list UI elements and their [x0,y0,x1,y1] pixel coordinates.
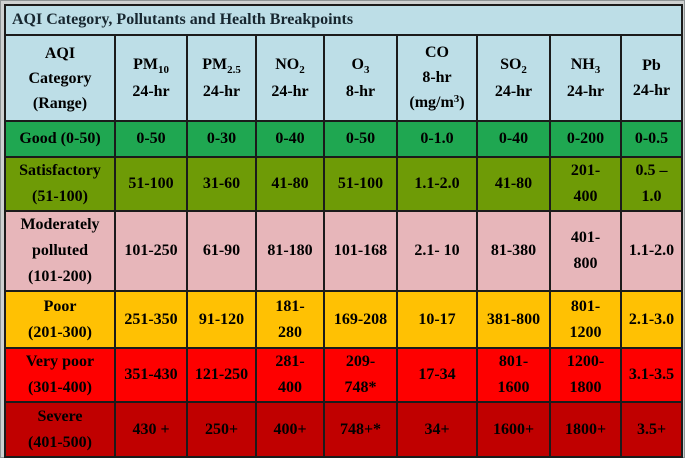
breakpoint-cell: 101-250 [114,210,188,292]
column-header-so2: SO2 24-hr [476,34,551,122]
pollutant-subscript: 3 [363,64,370,76]
row-category-cell: Moderately polluted (101-200) [4,210,116,292]
pollutant-symbol: NH [570,56,595,73]
row-category-cell: Poor (201-300) [4,290,116,349]
pollutant-symbol: NO [275,56,300,73]
table-row: Good (0-50) 0-50 0-30 0-40 0-50 0-1.0 0-40 0-20… [4,120,683,158]
pollutant-averaging-period: 24-hr [271,83,309,100]
breakpoint-cell: 0-200 [549,120,622,158]
breakpoint-cell: 1.1-2.0 [620,210,683,292]
breakpoint-cell: 0-50 [323,120,398,158]
breakpoint-cell: 101-168 [323,210,398,292]
column-header-aqi-category: AQI Category (Range) [4,34,116,122]
breakpoint-cell: 201- 400 [549,156,622,212]
breakpoint-cell: 1.1-2.0 [396,156,478,212]
pollutant-subscript: 2 [521,64,527,76]
breakpoint-cell: 401- 800 [549,210,622,292]
pollutant-symbol: O [351,56,364,73]
breakpoint-cell: 0-30 [186,120,257,158]
breakpoint-cell: 281- 400 [255,347,325,403]
pollutant-subscript: 2 [299,64,305,76]
breakpoint-cell: 3.1-3.5 [620,347,683,403]
breakpoint-cell: 1600+ [476,401,551,458]
column-header-no2: NO2 24-hr [255,34,325,122]
table-row: Moderately polluted (101-200) 101-250 61-9… [4,210,683,292]
table-row: Very poor (301-400) 351-430 121-250 281- 40… [4,347,683,403]
column-header-pm25: PM2.5 24-hr [186,34,257,122]
pollutant-subscript: 2.5 [227,64,241,76]
breakpoint-cell: 0-40 [476,120,551,158]
pollutant-subscript: 3 [594,64,601,76]
breakpoint-cell: 81-180 [255,210,325,292]
breakpoint-cell: 250+ [186,401,257,458]
breakpoint-cell: 91-120 [186,290,257,349]
breakpoint-cell: 121-250 [186,347,257,403]
breakpoint-cell: 1200- 1800 [549,347,622,403]
pollutant-averaging-period: 24-hr [566,83,605,100]
breakpoint-cell: 209- 748* [323,347,398,403]
pollutant-averaging-period: 24-hr [132,83,170,100]
breakpoint-cell: 51-100 [114,156,188,212]
column-header-co: CO 8-hr (mg/m3) [396,34,478,122]
breakpoint-cell: 251-350 [114,290,188,349]
pollutant-symbol: CO [425,43,449,61]
breakpoint-cell: 381-800 [476,290,551,349]
breakpoint-cell: 351-430 [114,347,188,403]
breakpoint-cell: 0-0.5 [620,120,683,158]
pollutant-averaging-period: 8-hr [422,68,452,86]
table-title-row: AQI Category, Pollutants and Health Brea… [4,4,683,36]
aqi-breakpoints-table: AQI Category, Pollutants and Health Brea… [4,4,683,458]
pollutant-averaging-period: 8-hr [345,83,376,100]
breakpoint-cell: 81-380 [476,210,551,292]
column-header-pb: Pb 24-hr [620,34,683,122]
table-row: Severe (401-500) 430 +250+ 400+ 748+* 34+ 160… [4,401,683,458]
breakpoint-cell: 3.5+ [620,401,683,458]
breakpoint-cell: 801- 1200 [549,290,622,349]
breakpoint-cell: 2.1- 10 [396,210,478,292]
breakpoint-cell: 31-60 [186,156,257,212]
row-category-cell: Good (0-50) [4,120,116,158]
pollutant-symbol: SO [500,56,522,73]
breakpoint-cell: 0-40 [255,120,325,158]
breakpoint-cell: 0.5 – 1.0 [620,156,683,212]
table-header-row: AQI Category (Range) PM10 24-hr PM2.5 24-hr… [4,34,683,122]
breakpoint-cell: 51-100 [323,156,398,212]
breakpoint-cell: 2.1-3.0 [620,290,683,349]
column-header-pm10: PM10 24-hr [114,34,188,122]
breakpoint-cell: 34+ [396,401,478,458]
breakpoint-cell: 169-208 [323,290,398,349]
breakpoint-cell: 41-80 [476,156,551,212]
pollutant-averaging-period: 24-hr [202,83,241,100]
breakpoint-cell: 748+* [323,401,398,458]
breakpoint-cell: 181- 280 [255,290,325,349]
breakpoint-cell: 61-90 [186,210,257,292]
pollutant-symbol: Pb [642,57,661,74]
pollutant-subscript: 10 [157,64,169,76]
pollutant-averaging-period: 24-hr [632,82,671,99]
row-category-cell: Very poor (301-400) [4,347,116,403]
breakpoint-cell: 0-1.0 [396,120,478,158]
table-row: Poor (201-300) 251-350 91-120 181- 280 169-2… [4,290,683,349]
breakpoint-cell: 0-50 [114,120,188,158]
row-category-cell: Satisfactory (51-100) [4,156,116,212]
pollutant-unit: (mg/m3) [409,92,465,111]
row-category-cell: Severe (401-500) [4,401,116,458]
column-header-o3: O3 8-hr [323,34,398,122]
column-header-nh3: NH3 24-hr [549,34,622,122]
breakpoint-cell: 400+ [255,401,325,458]
breakpoint-cell: 17-34 [396,347,478,403]
pollutant-symbol: PM [133,56,158,73]
table-row: Satisfactory (51-100) 51-100 31-60 41-80 51-… [4,156,683,212]
breakpoint-cell: 41-80 [255,156,325,212]
breakpoint-cell: 1800+ [549,401,622,458]
breakpoint-cell: 430 + [114,401,188,458]
table-title: AQI Category, Pollutants and Health Brea… [4,4,683,36]
pollutant-symbol: PM [202,56,228,73]
breakpoint-cell: 10-17 [396,290,478,349]
breakpoint-cell: 801- 1600 [476,347,551,403]
pollutant-averaging-period: 24-hr [494,83,533,100]
